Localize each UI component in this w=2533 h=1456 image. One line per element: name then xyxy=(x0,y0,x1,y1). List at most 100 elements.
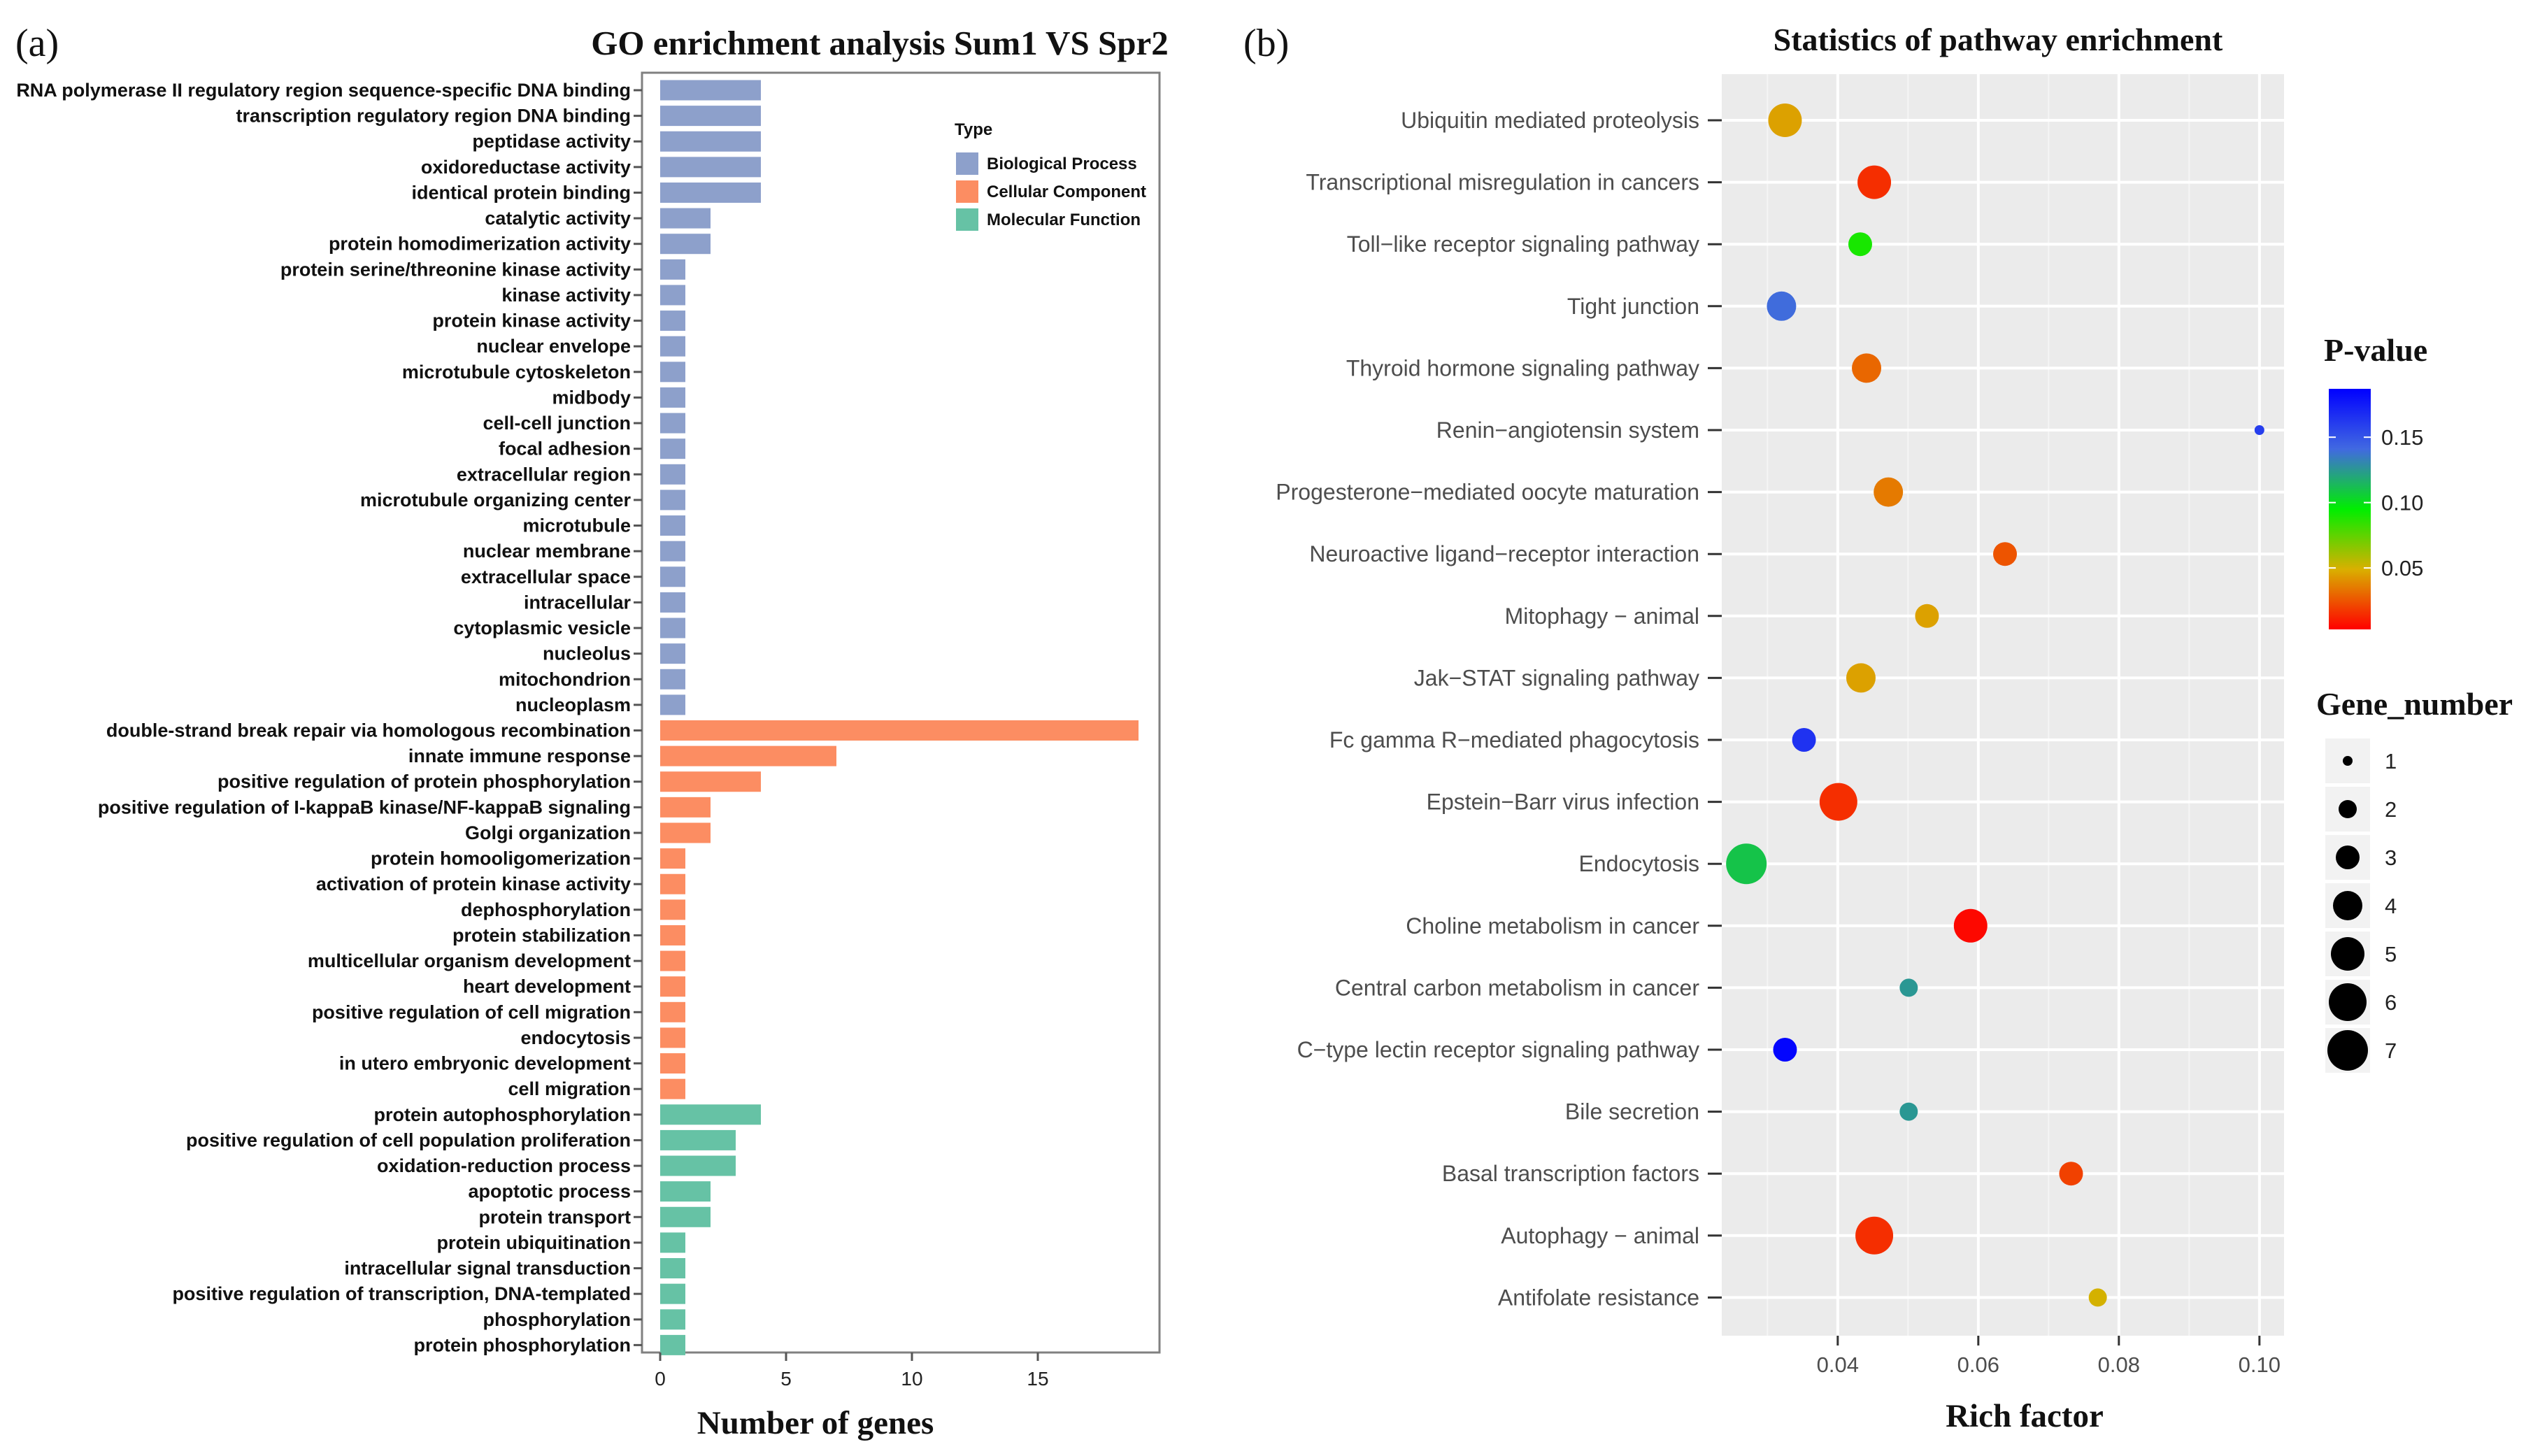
go-bar xyxy=(660,490,685,511)
pathway-chart-title: Statistics of pathway enrichment xyxy=(1774,22,2223,57)
pathway-label: Neuroactive ligand−receptor interaction xyxy=(1309,541,1699,566)
go-category-label: in utero embryonic development xyxy=(339,1053,631,1074)
go-legend-label: Molecular Function xyxy=(987,210,1141,229)
p-value-tick-label: 0.10 xyxy=(2381,491,2423,515)
gene-number-key-label: 6 xyxy=(2385,990,2397,1015)
go-category-label: Golgi organization xyxy=(465,822,631,843)
go-enrichment-panel: (a) GO enrichment analysis Sum1 VS Spr2 … xyxy=(15,22,1169,1441)
pathway-x-tick-label: 0.08 xyxy=(2098,1352,2140,1377)
go-category-label: focal adhesion xyxy=(499,438,631,459)
go-category-label: microtubule organizing center xyxy=(360,490,632,511)
go-category-label: protein kinase activity xyxy=(432,311,631,331)
go-category-label: nuclear envelope xyxy=(476,336,631,357)
go-bar xyxy=(660,285,685,306)
go-legend-label: Biological Process xyxy=(987,155,1137,173)
go-category-label: phosphorylation xyxy=(483,1309,632,1330)
go-bar xyxy=(660,157,761,178)
pathway-point xyxy=(1768,104,1802,137)
go-x-tick-label: 15 xyxy=(1027,1368,1048,1390)
go-bar xyxy=(660,1104,761,1125)
go-bar xyxy=(660,669,685,690)
go-bar xyxy=(660,1027,685,1048)
pathway-label: Transcriptional misregulation in cancers xyxy=(1306,170,1699,195)
go-category-label: protein phosphorylation xyxy=(414,1334,632,1355)
go-legend-swatch xyxy=(956,208,978,231)
go-category-label: positive regulation of I-kappaB kinase/N… xyxy=(98,797,631,818)
pathway-point xyxy=(1874,477,1904,507)
pathway-point xyxy=(1773,1038,1797,1062)
go-category-label: extracellular region xyxy=(457,464,631,485)
go-bar xyxy=(660,438,685,459)
pathway-label: Basal transcription factors xyxy=(1442,1161,1699,1186)
pathway-plot-area xyxy=(1722,74,2284,1336)
go-bar xyxy=(660,1258,685,1279)
go-bar xyxy=(660,1283,685,1304)
gene-number-key-label: 2 xyxy=(2385,797,2397,822)
go-bar xyxy=(660,1078,685,1099)
go-bar xyxy=(660,208,711,229)
go-category-labels: RNA polymerase II regulatory region sequ… xyxy=(16,80,642,1355)
pathway-enrichment-panel: (b) Statistics of pathway enrichment Ubi… xyxy=(1243,22,2513,1434)
p-value-legend: P-value 0.15 0.10 0.05 xyxy=(2324,332,2427,629)
pathway-point xyxy=(1915,604,1939,628)
gene-number-key-dot xyxy=(2331,937,2364,971)
pathway-label: Ubiquitin mediated proteolysis xyxy=(1401,108,1699,133)
go-x-axis-title: Number of genes xyxy=(697,1405,934,1441)
pathway-label: Antifolate resistance xyxy=(1498,1285,1699,1310)
go-category-label: apoptotic process xyxy=(468,1181,631,1202)
go-bar xyxy=(660,618,685,638)
go-category-label: cell-cell junction xyxy=(483,413,631,434)
go-category-label: mitochondrion xyxy=(499,669,631,690)
gene-number-legend-title: Gene_number xyxy=(2316,686,2513,722)
pathway-point xyxy=(2254,425,2264,435)
go-bar xyxy=(660,848,685,869)
go-category-label: oxidoreductase activity xyxy=(421,157,631,178)
go-chart-title: GO enrichment analysis Sum1 VS Spr2 xyxy=(591,24,1168,62)
gene-number-key-label: 4 xyxy=(2385,894,2397,918)
go-legend-swatch xyxy=(956,152,978,175)
go-legend-title: Type xyxy=(955,120,992,139)
go-category-label: activation of protein kinase activity xyxy=(316,873,631,894)
go-bar xyxy=(660,1155,736,1176)
panel-b-label: (b) xyxy=(1243,22,1289,65)
go-category-label: positive regulation of cell population p… xyxy=(186,1129,631,1150)
go-category-label: positive regulation of transcription, DN… xyxy=(172,1283,631,1304)
pathway-label: Choline metabolism in cancer xyxy=(1406,913,1699,938)
go-bar xyxy=(660,362,685,383)
pathway-point xyxy=(1852,353,1882,383)
panel-a-label: (a) xyxy=(15,22,59,65)
pathway-point xyxy=(1767,291,1797,321)
go-category-label: nuclear membrane xyxy=(463,541,631,562)
go-category-label: cytoplasmic vesicle xyxy=(453,618,631,638)
pathway-x-tick-label: 0.04 xyxy=(1817,1352,1859,1377)
go-bar xyxy=(660,1053,685,1074)
go-type-legend: Type Biological Process Cellular Componen… xyxy=(955,120,1146,231)
go-bar xyxy=(660,413,685,434)
go-category-label: nucleoplasm xyxy=(515,694,631,715)
go-bar xyxy=(660,925,685,945)
pathway-point xyxy=(1726,843,1767,885)
go-bar xyxy=(660,694,685,715)
go-bar xyxy=(660,259,685,280)
go-bar xyxy=(660,541,685,562)
go-category-label: transcription regulatory region DNA bind… xyxy=(236,106,631,127)
go-category-label: nucleolus xyxy=(543,643,631,664)
go-bar xyxy=(660,592,685,613)
go-category-label: positive regulation of protein phosphory… xyxy=(217,771,631,792)
go-bar xyxy=(660,1309,685,1330)
pathway-label: Mitophagy − animal xyxy=(1505,604,1699,629)
pathway-label: C−type lectin receptor signaling pathway xyxy=(1297,1037,1699,1062)
go-bar xyxy=(660,336,685,357)
gene-number-key-label: 3 xyxy=(2385,845,2397,870)
go-bar xyxy=(660,234,711,255)
go-x-tick-label: 0 xyxy=(655,1368,666,1390)
go-category-label: peptidase activity xyxy=(472,131,631,152)
go-bars xyxy=(660,80,1139,1355)
go-bar xyxy=(660,720,1139,741)
pathway-x-axis-ticks: 0.04 0.06 0.08 0.10 xyxy=(1817,1336,2281,1377)
pathway-point xyxy=(1899,1102,1918,1121)
go-bar xyxy=(660,1001,685,1022)
pathway-point xyxy=(1819,783,1857,821)
go-category-label: identical protein binding xyxy=(412,182,632,203)
